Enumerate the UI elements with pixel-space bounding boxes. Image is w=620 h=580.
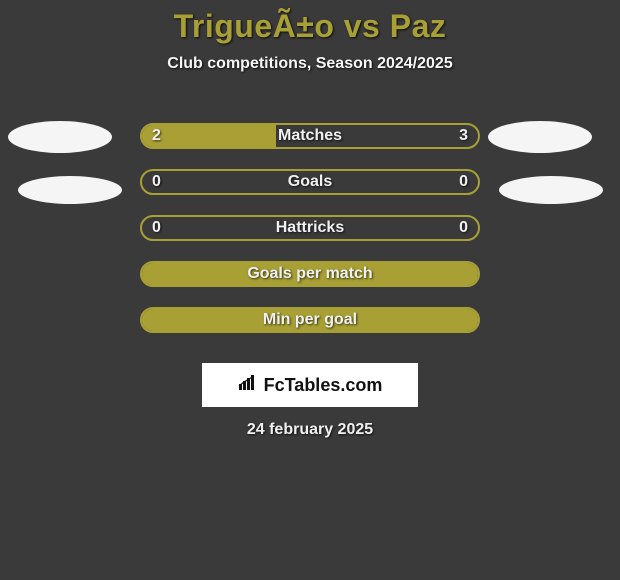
value-right: 3 [459, 127, 468, 145]
bar-label: Goals per match [142, 265, 478, 283]
barchart-icon [238, 374, 260, 397]
bar-label: Min per goal [142, 311, 478, 329]
bar-label: Goals [142, 173, 478, 191]
logo-text: FcTables.com [264, 375, 383, 396]
date-text: 24 february 2025 [0, 421, 620, 439]
stat-row-matches: Matches2 3 [0, 113, 620, 159]
bar: Hattricks0 0 [140, 215, 480, 241]
stat-row-hattricks: Hattricks0 0 [0, 205, 620, 251]
value-left: 0 [152, 173, 161, 191]
page-title: TrigueÃ±o vs Paz [0, 8, 620, 45]
subtitle: Club competitions, Season 2024/2025 [0, 55, 620, 73]
bar: Goals0 0 [140, 169, 480, 195]
bar: Matches2 3 [140, 123, 480, 149]
logo-box: FcTables.com [202, 363, 418, 407]
stat-row-goals: Goals0 0 [0, 159, 620, 205]
value-left: 2 [152, 127, 161, 145]
bar-label: Hattricks [142, 219, 478, 237]
stat-bars: Matches23Goals00Hattricks00Goals per mat… [0, 113, 620, 343]
value-left: 0 [152, 219, 161, 237]
bar: Goals per match [140, 261, 480, 287]
bar: Min per goal [140, 307, 480, 333]
value-right: 0 [459, 219, 468, 237]
value-right: 0 [459, 173, 468, 191]
stat-row-goals-per-match: Goals per match [0, 251, 620, 297]
bar-label: Matches [142, 127, 478, 145]
stat-row-min-per-goal: Min per goal [0, 297, 620, 343]
comparison-card: TrigueÃ±o vs Paz Club competitions, Seas… [0, 0, 620, 439]
